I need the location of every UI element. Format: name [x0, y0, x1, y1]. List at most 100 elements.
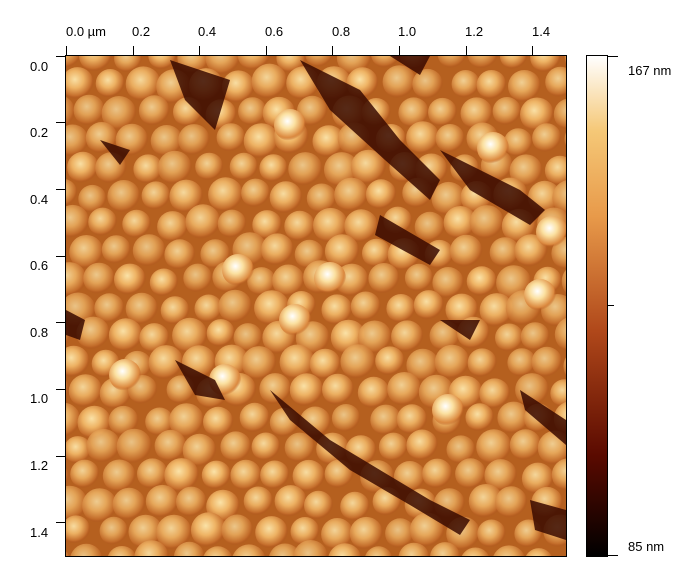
- grain: [334, 177, 369, 212]
- grain: [521, 462, 554, 495]
- grain: [437, 56, 467, 69]
- grain: [107, 546, 137, 556]
- grain: [434, 344, 470, 380]
- bright-grain: [432, 394, 464, 426]
- grain: [489, 237, 521, 268]
- bright-grain: [524, 279, 556, 311]
- grain: [10, 95, 38, 123]
- grain: [195, 152, 224, 181]
- grain: [290, 517, 320, 546]
- grain: [138, 95, 170, 127]
- grain: [102, 459, 136, 493]
- grain: [422, 458, 453, 489]
- grain: [220, 431, 252, 463]
- grain: [88, 207, 117, 237]
- grain: [185, 204, 221, 240]
- grain: [216, 123, 246, 152]
- grain: [24, 207, 54, 237]
- grain: [495, 323, 524, 353]
- grain: [183, 263, 213, 293]
- grain: [404, 263, 434, 292]
- grain: [160, 296, 190, 325]
- grain: [349, 516, 383, 551]
- grain: [172, 317, 208, 354]
- y-tick-label: 0.0: [30, 59, 49, 74]
- y-tick-label: 0.4: [30, 192, 49, 207]
- grain: [520, 322, 550, 351]
- grain: [482, 11, 515, 44]
- grain: [443, 206, 477, 240]
- grain: [233, 323, 263, 352]
- grain: [66, 485, 88, 522]
- grain: [58, 572, 87, 583]
- grain: [552, 180, 566, 216]
- grain: [451, 10, 483, 42]
- grain: [221, 70, 255, 104]
- grain: [238, 97, 267, 126]
- grain: [469, 205, 504, 240]
- grain: [194, 294, 223, 323]
- bright-grain: [109, 359, 141, 391]
- grain: [396, 404, 428, 435]
- bright-grain: [314, 262, 346, 294]
- grain: [145, 407, 175, 437]
- x-tick-label: 0.6: [265, 24, 284, 39]
- grain: [375, 346, 405, 376]
- y-tick-label: 0.6: [30, 258, 49, 273]
- grain: [66, 262, 87, 297]
- grain: [19, 349, 53, 383]
- grain: [342, 571, 377, 583]
- grain: [466, 266, 497, 297]
- grain: [465, 403, 494, 432]
- grain: [190, 512, 227, 548]
- grain: [178, 124, 210, 156]
- grain: [66, 402, 81, 438]
- grain: [370, 404, 402, 436]
- grain: [293, 540, 329, 556]
- x-tick-label: 1.2: [465, 24, 484, 39]
- grain: [78, 184, 107, 214]
- grain: [525, 548, 552, 556]
- grain: [95, 69, 125, 98]
- grain: [2, 376, 38, 412]
- x-tick-label: 0.8: [332, 24, 351, 39]
- grain: [154, 429, 187, 462]
- grain: [116, 573, 147, 583]
- grain: [284, 432, 315, 463]
- grain: [66, 436, 92, 465]
- grain: [157, 150, 192, 185]
- grain: [247, 267, 276, 296]
- grain: [359, 13, 388, 42]
- grain: [532, 123, 562, 153]
- colorbar-ticks: [607, 56, 618, 556]
- grain: [5, 460, 35, 490]
- grain: [509, 429, 542, 461]
- grain: [29, 69, 57, 97]
- grain: [476, 70, 507, 100]
- grain: [479, 293, 514, 328]
- grain: [148, 56, 178, 70]
- grain: [8, 320, 37, 349]
- grain: [430, 542, 461, 556]
- grain: [340, 491, 370, 522]
- grain: [446, 435, 476, 465]
- grain: [467, 348, 497, 378]
- grain: [493, 545, 525, 556]
- grain: [101, 235, 131, 265]
- grain: [371, 56, 401, 69]
- grain: [304, 490, 333, 520]
- grain: [149, 268, 178, 297]
- grain: [182, 433, 217, 468]
- grain: [509, 154, 543, 188]
- grain: [386, 294, 416, 324]
- grain: [66, 161, 67, 172]
- x-tick-label: 0.2: [132, 24, 151, 39]
- grain: [344, 209, 379, 244]
- grain: [276, 569, 310, 583]
- grain: [451, 70, 480, 99]
- grain: [261, 233, 294, 266]
- grain: [324, 234, 360, 269]
- grain: [409, 512, 445, 548]
- grain: [76, 316, 110, 350]
- grain: [104, 12, 134, 42]
